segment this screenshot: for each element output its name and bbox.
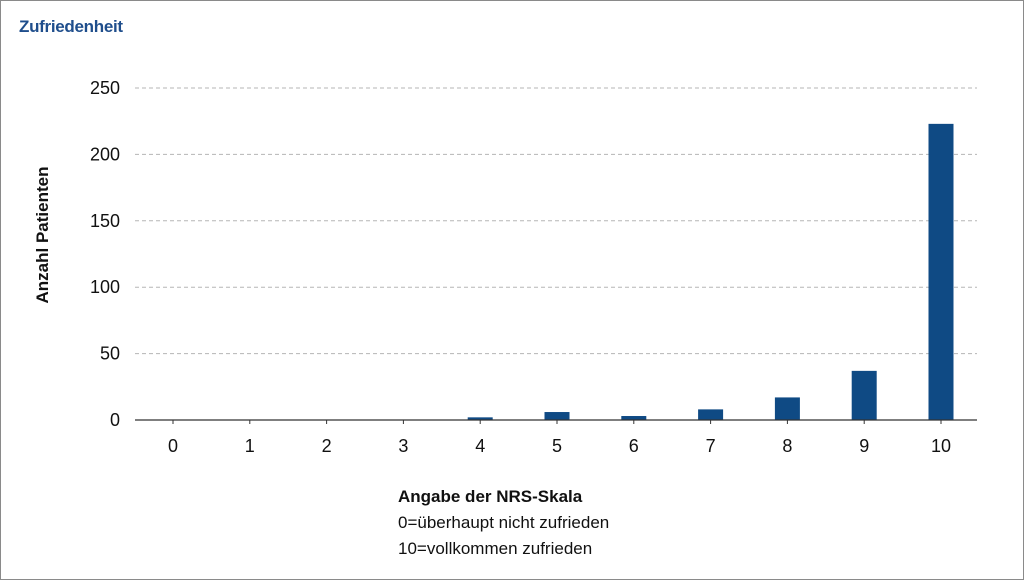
bar-7 [698,409,724,420]
bar-9 [851,370,877,420]
x-tick-label-3: 3 [398,436,408,456]
x-axis-note-max: 10=vollkommen zufrieden [398,539,593,558]
chart-title: Zufriedenheit [19,17,123,36]
y-tick-label-200: 200 [90,144,120,164]
x-tick-labels: 0 1 2 3 4 5 6 7 8 9 10 [168,436,951,456]
x-tick-label-8: 8 [782,436,792,456]
x-tick-label-7: 7 [706,436,716,456]
x-tick-label-1: 1 [245,436,255,456]
bar-10 [928,123,954,420]
x-tick-label-4: 4 [475,436,485,456]
x-axis-label: Angabe der NRS-Skala [398,487,583,506]
y-tick-label-250: 250 [90,78,120,98]
x-tick-label-6: 6 [629,436,639,456]
x-axis-label-block: Angabe der NRS-Skala 0=überhaupt nicht z… [398,484,609,562]
bar-6 [621,416,647,420]
y-tick-label-150: 150 [90,211,120,231]
x-tick-label-10: 10 [931,436,951,456]
y-tick-label-50: 50 [100,344,120,364]
x-tick-marks [172,420,942,424]
x-tick-label-2: 2 [322,436,332,456]
x-axis-note-min: 0=überhaupt nicht zufrieden [398,513,610,532]
y-tick-label-0: 0 [110,410,120,430]
x-tick-label-9: 9 [859,436,869,456]
gridlines [135,87,977,355]
y-tick-label-100: 100 [90,277,120,297]
x-tick-label-5: 5 [552,436,562,456]
y-tick-labels: 0 50 100 150 200 250 [90,78,120,430]
bar-4 [467,417,493,420]
y-axis-label: Anzahl Patienten [33,167,52,304]
bar-8 [774,397,800,420]
x-tick-label-0: 0 [168,436,178,456]
bars [467,123,954,420]
bar-5 [544,412,570,420]
